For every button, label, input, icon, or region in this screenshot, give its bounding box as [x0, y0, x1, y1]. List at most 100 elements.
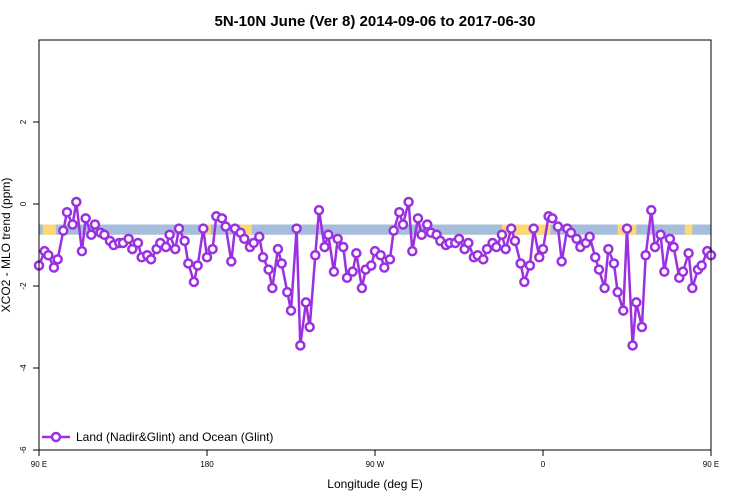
- data-point: [478, 254, 489, 265]
- data-point: [239, 233, 250, 245]
- y-tick-label: -4: [19, 364, 28, 372]
- data-point: [696, 260, 707, 271]
- data-point: [164, 229, 175, 240]
- data-point: [590, 252, 601, 263]
- plot-area: [33, 196, 717, 351]
- data-point: [179, 235, 190, 247]
- y-axis-label: XCO2 - MLO trend (ppm): [0, 178, 13, 313]
- data-point: [332, 233, 343, 245]
- data-point: [608, 258, 620, 269]
- data-point: [80, 213, 91, 224]
- data-point: [515, 258, 526, 269]
- data-point: [61, 206, 73, 218]
- data-point: [285, 305, 297, 316]
- y-tick-label: -6: [19, 446, 28, 454]
- data-point: [58, 225, 69, 236]
- data-point: [220, 221, 231, 232]
- data-point: [627, 340, 638, 351]
- y-axis: -6 -4 -2 0 2: [19, 119, 39, 454]
- land-band-0: [42, 224, 56, 235]
- chart-title: 5N-10N June (Ver 8) 2014-09-06 to 2017-0…: [214, 13, 535, 30]
- data-point: [123, 233, 134, 245]
- data-point: [646, 204, 657, 216]
- data-point: [99, 229, 110, 240]
- data-point: [621, 223, 633, 234]
- data-point: [491, 241, 502, 253]
- data-point: [394, 206, 405, 218]
- data-point: [310, 250, 321, 261]
- x-axis-label: Longitude (deg E): [327, 477, 422, 491]
- data-point: [403, 196, 414, 208]
- data-point: [528, 223, 539, 234]
- y-tick-label: 0: [19, 201, 28, 206]
- data-point: [351, 247, 362, 259]
- data-point: [519, 276, 530, 288]
- data-point: [48, 262, 60, 273]
- land-band-5: [684, 224, 693, 235]
- data-point: [338, 241, 349, 253]
- data-point: [384, 254, 396, 265]
- data-point: [612, 286, 623, 298]
- data-point: [160, 241, 172, 253]
- x-tick-label: 90 E: [703, 460, 719, 469]
- data-point: [132, 237, 144, 249]
- data-point: [67, 219, 78, 230]
- data-point: [300, 297, 312, 308]
- data-point: [481, 243, 493, 255]
- x-axis: 90 E 180 90 W 0 90 E: [31, 450, 719, 469]
- data-point: [524, 260, 536, 271]
- data-point: [183, 258, 194, 269]
- data-point: [257, 252, 269, 263]
- data-point: [593, 264, 605, 275]
- data-point: [356, 282, 368, 294]
- data-point: [571, 233, 582, 245]
- data-point: [655, 229, 666, 240]
- data-point: [664, 233, 676, 245]
- y-tick-label: 2: [19, 119, 28, 124]
- data-point: [76, 245, 88, 257]
- data-point: [89, 219, 101, 230]
- data-point: [547, 213, 558, 224]
- data-point: [649, 241, 661, 253]
- data-point: [295, 340, 306, 351]
- data-point: [263, 264, 274, 275]
- data-point: [52, 254, 63, 265]
- data-point: [226, 256, 237, 267]
- data-point: [170, 243, 181, 255]
- data-point: [304, 321, 315, 333]
- x-tick-label: 0: [541, 460, 546, 469]
- data-point: [500, 243, 511, 255]
- data-point: [319, 241, 330, 253]
- data-point: [537, 243, 549, 255]
- legend-marker: [50, 431, 62, 443]
- data-point: [291, 223, 302, 234]
- data-point: [422, 219, 433, 230]
- x-tick-label: 180: [200, 460, 214, 469]
- y-tick-label: -2: [19, 282, 28, 290]
- data-point: [173, 223, 185, 234]
- data-point: [188, 276, 200, 288]
- data-point: [366, 260, 377, 271]
- data-point: [282, 286, 293, 298]
- data-point: [201, 252, 213, 263]
- data-point: [453, 233, 465, 245]
- data-point: [254, 231, 265, 243]
- data-point: [267, 282, 278, 294]
- data-point: [552, 221, 564, 232]
- data-point: [86, 229, 97, 240]
- data-point: [379, 262, 390, 273]
- data-point: [207, 243, 218, 255]
- data-point: [145, 254, 157, 265]
- data-point: [599, 282, 610, 294]
- data-point: [341, 272, 353, 284]
- data-point: [71, 196, 82, 208]
- data-point: [668, 241, 679, 253]
- data-point: [388, 225, 399, 236]
- data-point: [375, 250, 386, 261]
- data-point: [198, 223, 209, 234]
- data-point: [328, 266, 340, 277]
- data-point: [313, 204, 325, 216]
- data-point: [683, 247, 694, 259]
- data-point: [496, 229, 508, 240]
